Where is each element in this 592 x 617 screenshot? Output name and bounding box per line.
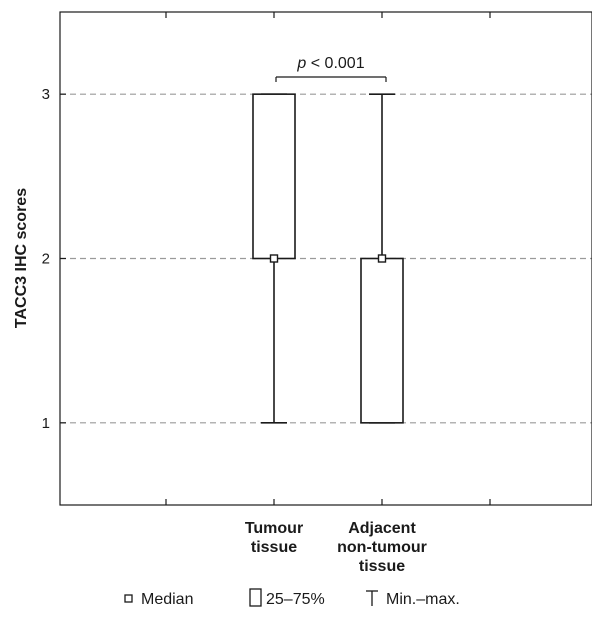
legend: Median 25–75% Min.–max. [124, 588, 460, 608]
category-label-1-line-0: Adjacent [348, 520, 416, 537]
x-tick-layer [165, 12, 491, 505]
iqr-box-0 [252, 93, 296, 260]
iqr-box-1 [360, 257, 404, 424]
category-label-1-line-1: non-tumour [337, 539, 427, 556]
box-0 [252, 93, 296, 424]
y-tick-label-1: 1 [42, 415, 50, 432]
category-label-layer: Tumour tissue Adjacent non-tumour tissue [245, 520, 427, 575]
p-value-rest: < 0.001 [306, 55, 364, 72]
legend-whisker-label: Min.–max. [386, 591, 460, 608]
y-tick-label-2: 2 [42, 251, 50, 268]
annotation-layer: p < 0.001 [275, 55, 387, 82]
median-marker-0 [269, 254, 279, 263]
y-tick-label-3: 3 [42, 86, 50, 103]
legend-box-symbol [249, 588, 262, 607]
legend-box-label: 25–75% [266, 591, 325, 608]
p-value-italic: p [296, 55, 306, 72]
category-label-0-line-0: Tumour [245, 520, 303, 537]
median-marker-1 [377, 254, 387, 263]
p-value-label: p < 0.001 [296, 55, 364, 72]
grid-layer [60, 93, 592, 424]
category-label-1-line-2: tissue [359, 558, 405, 575]
box-1 [360, 93, 404, 424]
y-tick-layer: 1 2 3 [42, 86, 66, 432]
legend-median-symbol [124, 594, 133, 603]
category-label-0-line-1: tissue [251, 539, 297, 556]
box-layer [252, 93, 404, 424]
y-axis-label: TACC3 IHC scores [13, 188, 30, 328]
legend-median-label: Median [141, 591, 193, 608]
